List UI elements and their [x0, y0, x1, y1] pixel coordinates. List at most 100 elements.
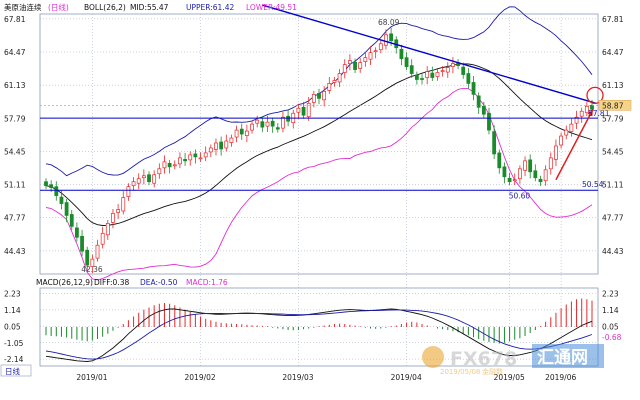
candle-body [85, 249, 90, 266]
target-circle [586, 86, 604, 105]
axis-labels: 67.81 67.81 64.47 64.47 61.13 61.13 57.79 57.79… [4, 15, 624, 382]
candle-body [451, 63, 455, 67]
candle-body [512, 179, 517, 182]
low-annotation: 42.36 [81, 265, 103, 274]
candle-body [311, 94, 316, 103]
price-panel-frame [39, 13, 599, 275]
candle-body [172, 164, 177, 167]
candle-body [543, 169, 548, 182]
price-ytick-right: 57.79 [602, 114, 624, 123]
candle-body [214, 142, 218, 150]
candle-body [281, 116, 285, 129]
candle-body [327, 83, 332, 91]
support-value-label: 50.54 [582, 180, 604, 189]
candle-body [90, 258, 95, 267]
candle-body [342, 64, 347, 73]
watermark-sub: 金融数 [482, 367, 503, 376]
candle-body [548, 157, 553, 170]
macd-dea: DEA:-0.50 [140, 278, 178, 287]
candle-body [296, 107, 301, 113]
candle-body [116, 209, 121, 213]
candle-body [528, 159, 533, 173]
boll-mid: MID:55.47 [130, 3, 169, 12]
candle-body [332, 80, 337, 83]
macd-ytick-left: 2.23 [4, 290, 21, 299]
boll-lower: LOWER:49.51 [246, 3, 297, 12]
candle-body [404, 57, 409, 67]
candle-body [270, 120, 275, 127]
candle-body [239, 128, 244, 135]
candle-body [538, 178, 543, 183]
candle-body [255, 119, 260, 124]
candle-body [579, 110, 584, 117]
high-annotation: 68.09 [378, 18, 400, 27]
macd-ytick-left: -1.05 [4, 339, 24, 348]
period-tag: (日线) [48, 2, 69, 12]
candle-body [219, 141, 224, 150]
xtick-label: 2019/06 [545, 373, 576, 382]
candle-body [507, 177, 512, 183]
xtick-label: 2019/05 [494, 373, 525, 382]
price-ytick-right: 67.81 [602, 15, 624, 24]
candle-body [497, 152, 502, 169]
candlesticks [44, 27, 594, 274]
candle-body [152, 174, 157, 184]
candle-body [265, 121, 270, 127]
macd-dea-line [45, 309, 593, 360]
boll-lower-line [45, 87, 593, 281]
down-trendline [262, 4, 597, 104]
xtick-label: 2019/03 [282, 373, 313, 382]
candle-body [435, 72, 440, 77]
candle-body [126, 186, 131, 197]
candle-body [111, 213, 115, 223]
candle-body [260, 121, 265, 128]
boll-mid-line [45, 63, 593, 226]
candle-body [523, 160, 527, 171]
candle-body [445, 67, 450, 73]
candle-body [409, 65, 414, 74]
price-ytick-right: 61.13 [602, 81, 624, 90]
watermark-brand: FX678 [450, 348, 517, 370]
candle-body [203, 152, 208, 158]
candle-body [49, 184, 54, 189]
price-ytick-left: 47.77 [4, 214, 26, 223]
grid-lines [39, 13, 599, 367]
resistance-value-label: 57.81 [588, 109, 610, 118]
candle-body [229, 137, 234, 143]
rebound-arrow [555, 108, 594, 181]
symbol-title: 美原油连续 [4, 2, 42, 12]
boll-upper: UPPER:61.42 [186, 3, 234, 12]
candle-body [414, 74, 419, 80]
price-ytick-left: 54.45 [4, 147, 26, 156]
candle-body [234, 129, 239, 138]
candle-body [384, 34, 388, 46]
candle-body [59, 196, 64, 204]
watermark-cn-box [532, 344, 604, 368]
candle-body [224, 140, 229, 149]
boll-label: BOLL(26,2) [84, 3, 126, 12]
candle-body [244, 130, 249, 136]
macd-ytick-right: 2.23 [602, 290, 619, 299]
candle-body [121, 197, 126, 212]
candle-body [95, 244, 100, 259]
candle-body [466, 73, 471, 84]
xtick-label: 2019/01 [76, 373, 107, 382]
candle-body [440, 70, 445, 72]
candle-body [533, 170, 538, 179]
price-ytick-left: 64.47 [4, 48, 26, 57]
candle-body [399, 48, 404, 60]
watermark: FX678 汇通网 2019/05/08 金融数 [422, 344, 604, 376]
period-switch[interactable] [0, 364, 32, 377]
candle-body [487, 112, 491, 131]
candle-body [481, 105, 486, 115]
candle-body [69, 214, 74, 227]
candle-body [286, 115, 290, 122]
candle-body [322, 91, 327, 101]
macd-ytick-right: 0.05 [602, 322, 619, 331]
price-ytick-left: 44.43 [4, 247, 26, 256]
candle-body [569, 123, 574, 132]
watermark-date: 2019/05/08 [440, 368, 480, 376]
candle-body [461, 66, 466, 75]
watermark-logo-icon [422, 346, 444, 368]
